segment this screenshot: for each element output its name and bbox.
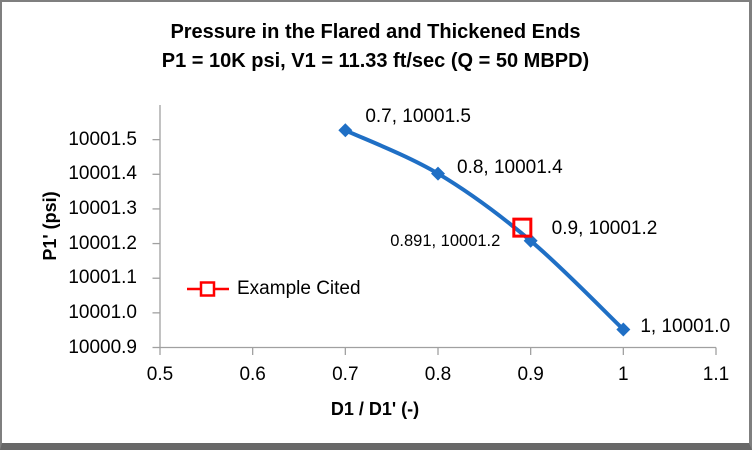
data-point-label: 0.8, 10001.4 (457, 156, 563, 178)
data-point-label: 0.891, 10001.2 (390, 231, 501, 250)
data-point-label: 0.9, 10001.2 (551, 217, 658, 239)
y-tick-label: 10001.0 (68, 301, 137, 323)
data-point-diamond (431, 166, 445, 181)
y-tick-label: 10001.3 (68, 197, 137, 219)
x-tick-label: 0.9 (517, 364, 544, 385)
y-axis-title: P1' (psi) (40, 191, 60, 261)
chart-title-line1: Pressure in the Flared and Thickened End… (170, 21, 581, 43)
y-tick-label: 10001.1 (68, 267, 137, 289)
x-tick-label: 0.8 (424, 364, 452, 385)
legend-marker-icon (187, 281, 229, 297)
x-tick-label: 1.1 (702, 364, 730, 385)
chart-title-line2: P1 = 10K psi, V1 = 11.33 ft/sec (Q = 50 … (161, 50, 590, 72)
legend-label: Example Cited (237, 278, 361, 299)
series-line (343, 128, 626, 332)
x-axis-title: D1 / D1' (-) (330, 399, 420, 419)
legend: Example Cited (187, 278, 361, 300)
y-tick-label: 10001.5 (68, 128, 137, 150)
x-tick-label: 1 (618, 364, 629, 385)
cited-point-square (512, 217, 533, 238)
x-tick-label: 0.7 (332, 364, 359, 385)
data-point-label: 0.7, 10001.5 (365, 106, 471, 128)
y-tick-label: 10001.4 (68, 163, 137, 185)
chart-title: Pressure in the Flared and Thickened End… (2, 18, 749, 76)
data-point-diamond (616, 322, 631, 337)
y-tick-label: 10000.9 (68, 336, 137, 358)
y-tick-label: 10001.2 (68, 232, 137, 254)
data-point-label: 1, 10001.0 (640, 316, 731, 338)
x-tick-label: 0.5 (146, 364, 174, 385)
data-point-diamond (338, 123, 353, 138)
x-tick-label: 0.6 (239, 364, 266, 385)
